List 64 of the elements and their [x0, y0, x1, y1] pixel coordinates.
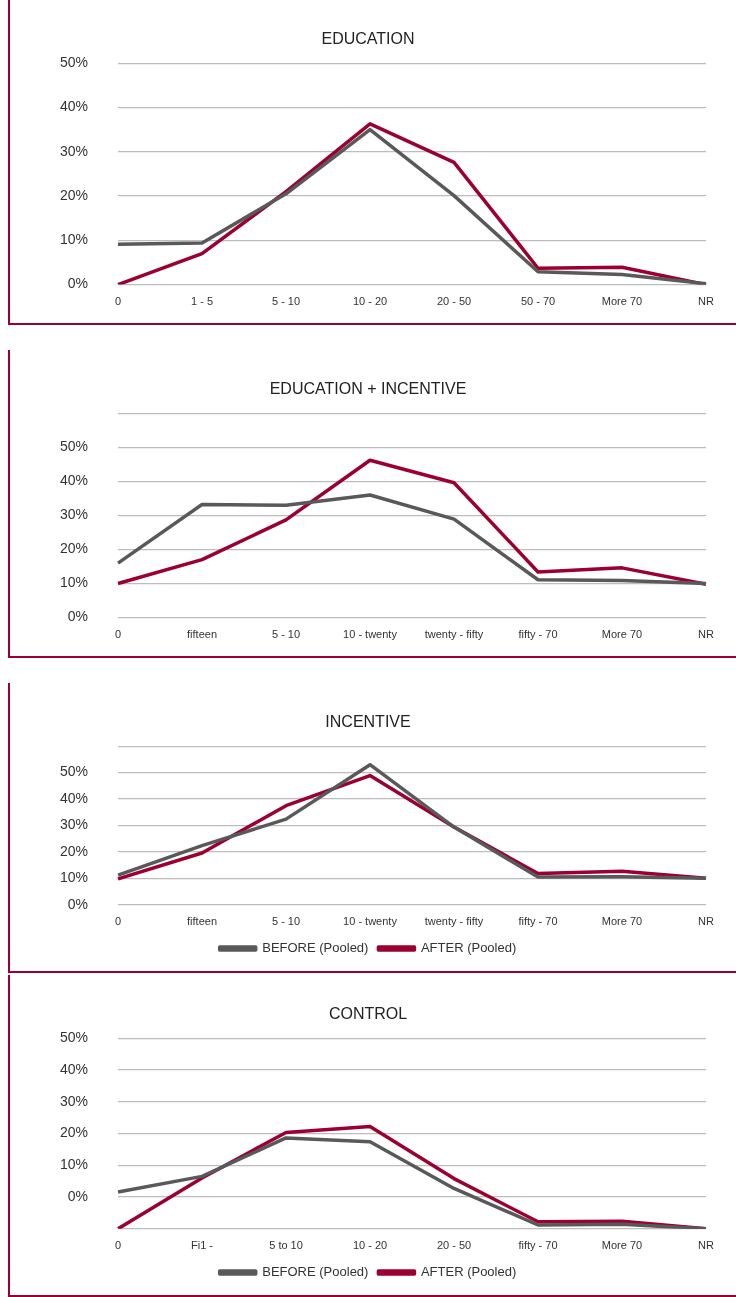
y-tick-label: 20%: [59, 1124, 89, 1141]
x-tick-label: 5 to 10: [269, 1239, 303, 1252]
y-tick-label: 50%: [59, 763, 89, 780]
y-tick-label: 40%: [59, 472, 89, 489]
x-tick-label: 50 - 70: [520, 295, 556, 308]
x-tick-label: NR: [698, 295, 714, 308]
y-tick-label: 40%: [59, 1060, 89, 1077]
chart-title: EDUCATION: [321, 30, 415, 48]
chart-title: EDUCATION + INCENTIVE: [269, 380, 467, 398]
x-tick-label: 5 - 10: [271, 295, 301, 308]
y-tick-label: 30%: [59, 816, 89, 833]
y-tick-label: 20%: [59, 842, 89, 859]
y-tick-label: 30%: [59, 1092, 89, 1109]
y-tick-label: 30%: [59, 506, 89, 523]
x-tick-label: 10 - 20: [352, 1239, 388, 1252]
legend-label: BEFORE (Pooled): [262, 1264, 369, 1280]
x-tick-label: 20 - 50: [436, 1239, 472, 1252]
x-tick-label: fifteen: [187, 628, 217, 641]
x-tick-label: fifty - 70: [518, 915, 558, 928]
y-tick-label: 10%: [59, 1156, 89, 1173]
x-tick-label: 10 - twenty: [343, 628, 398, 641]
x-tick-label: 0: [114, 295, 122, 308]
legend-label: BEFORE (Pooled): [262, 940, 369, 956]
y-tick-label: 10%: [59, 869, 89, 886]
y-tick-label: 10%: [59, 574, 89, 591]
y-tick-label: 0%: [67, 608, 89, 625]
x-tick-label: 0: [114, 1239, 122, 1252]
y-tick-label: 0%: [67, 895, 89, 912]
x-tick-label: 20 - 50: [436, 295, 472, 308]
x-tick-label: NR: [698, 915, 714, 928]
x-tick-label: fifty - 70: [518, 1239, 558, 1252]
x-tick-label: fifteen: [187, 915, 217, 928]
x-tick-label: 5 - 10: [271, 915, 301, 928]
x-tick-label: 0: [114, 628, 122, 641]
y-tick-label: 0%: [67, 1187, 89, 1204]
y-tick-label: 40%: [59, 98, 89, 115]
x-tick-label: More 70: [601, 628, 643, 641]
y-tick-label: 0%: [67, 275, 89, 292]
x-tick-label: twenty - fifty: [424, 628, 484, 641]
y-tick-label: 50%: [59, 54, 89, 71]
x-tick-label: More 70: [601, 1239, 643, 1252]
x-tick-label: NR: [698, 1239, 714, 1252]
x-tick-label: More 70: [601, 295, 643, 308]
x-tick-label: 10 - twenty: [343, 915, 398, 928]
x-tick-label: 5 - 10: [271, 628, 301, 641]
legend-label: AFTER (Pooled): [420, 940, 517, 956]
y-tick-label: 50%: [59, 1029, 89, 1046]
x-tick-label: 10 - 20: [352, 295, 388, 308]
y-tick-label: 10%: [59, 231, 89, 248]
y-tick-label: 30%: [59, 142, 89, 159]
legend-label: AFTER (Pooled): [420, 1264, 517, 1280]
x-tick-label: Fi1 -: [191, 1239, 214, 1252]
y-tick-label: 40%: [59, 789, 89, 806]
x-tick-label: twenty - fifty: [424, 915, 484, 928]
x-tick-label: fifty - 70: [518, 628, 558, 641]
y-tick-label: 50%: [59, 438, 89, 455]
x-tick-label: NR: [698, 628, 714, 641]
y-tick-label: 20%: [59, 186, 89, 203]
x-tick-label: More 70: [601, 915, 643, 928]
chart-title: CONTROL: [328, 1005, 408, 1023]
x-tick-label: 0: [114, 915, 122, 928]
y-tick-label: 20%: [59, 540, 89, 557]
chart-title: INCENTIVE: [325, 713, 411, 731]
x-tick-label: 1 - 5: [191, 295, 214, 308]
